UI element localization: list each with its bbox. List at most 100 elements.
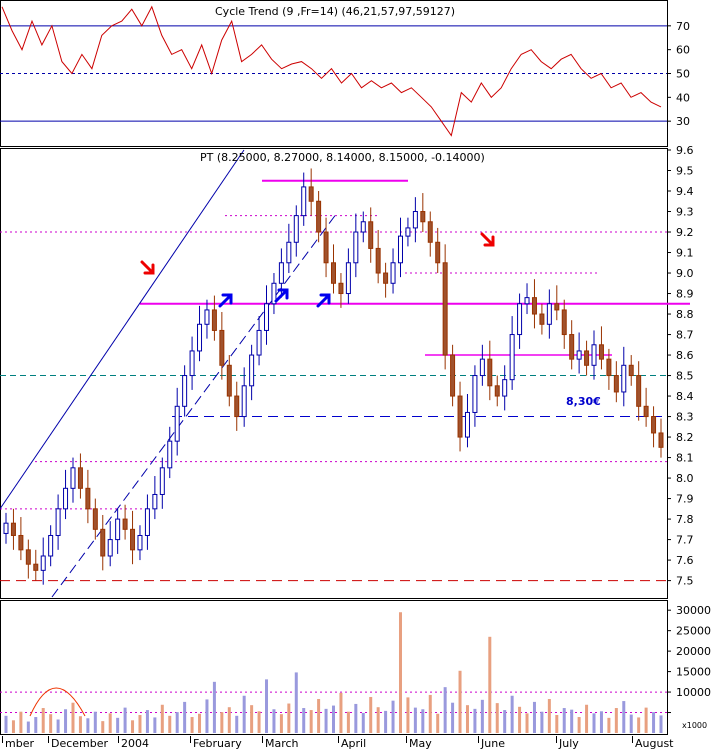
volume-bar	[339, 692, 343, 733]
price-tick-label: 7.6	[676, 554, 694, 567]
price-tick-label: 7.5	[676, 575, 694, 588]
volume-bar	[101, 721, 105, 733]
volume-bar	[153, 717, 157, 733]
candle-body	[301, 186, 307, 217]
candle-body	[159, 467, 165, 495]
volume-bar	[518, 706, 522, 733]
indicator-tick-label: 60	[676, 44, 690, 57]
indicator-panel: 30 40 50 60 70	[0, 5, 690, 137]
price-tick-label: 8.6	[676, 349, 694, 362]
price-tick-label: 8.7	[676, 329, 694, 342]
candle-body	[92, 508, 98, 530]
candle-body	[308, 186, 314, 202]
candle-body	[293, 215, 299, 243]
volume-bar	[242, 695, 246, 733]
candle-body	[531, 297, 537, 315]
candle-body	[598, 344, 604, 360]
candle-body	[18, 534, 24, 551]
price-tick-label: 8.1	[676, 452, 694, 465]
x-tick-label: 2004	[121, 737, 149, 750]
arrow-blue-2	[218, 293, 233, 308]
candle-body	[353, 231, 359, 264]
price-tick-label: 8.9	[676, 288, 694, 301]
candle-body	[167, 440, 173, 469]
volume-bar	[562, 708, 566, 733]
candle-body	[405, 227, 411, 237]
volume-bar	[317, 699, 321, 733]
candle-body	[3, 522, 9, 534]
volume-bar	[384, 710, 388, 733]
volume-bar	[451, 702, 455, 733]
price-title: PT (8.25000, 8.27000, 8.14000, 8.15000, …	[200, 151, 485, 164]
volume-arc	[29, 687, 86, 717]
candle-body	[375, 247, 381, 274]
volume-bar	[287, 703, 291, 733]
volume-bar	[540, 711, 544, 733]
candle-body	[524, 297, 530, 305]
volume-bar	[123, 707, 127, 733]
price-tick-label: 7.9	[676, 493, 694, 506]
arrow-red-1	[480, 232, 495, 247]
candle-body	[85, 487, 91, 510]
candle-body	[264, 303, 270, 331]
candle-body	[204, 309, 210, 325]
volume-bar	[116, 717, 120, 733]
volume-bar	[495, 703, 499, 733]
volume-bar	[64, 709, 68, 733]
candle-body	[331, 262, 336, 284]
volume-bar	[41, 708, 45, 733]
candle-body	[464, 411, 470, 438]
candle-body	[144, 508, 150, 536]
candle-body	[226, 364, 232, 397]
price-panel: 7.5 7.6 7.7 7.8 7.9 8.0 8.1 8.2 8.3 8.4 8.5 8.6 8.7 8…	[0, 144, 694, 598]
volume-bar	[652, 712, 656, 733]
candle-body	[628, 364, 634, 377]
x-tick-label: August	[635, 737, 674, 750]
volume-bar	[131, 720, 135, 733]
volume-bar	[93, 711, 97, 733]
volume-bar	[294, 672, 298, 733]
price-annotation-label: 8,30€	[566, 395, 601, 408]
volume-bar	[525, 713, 529, 733]
price-tick-label: 9.1	[676, 247, 694, 260]
volume-bar	[272, 709, 276, 733]
volume-bar	[145, 710, 149, 733]
volume-panel-frame	[0, 600, 668, 735]
candle-body	[494, 385, 500, 397]
candle-body	[323, 231, 329, 264]
candle-body	[174, 405, 180, 442]
candle-body	[197, 323, 203, 352]
trend-channel-lower	[51, 215, 336, 598]
candle-body	[569, 334, 575, 360]
indicator-tick-label: 50	[676, 68, 690, 81]
volume-bar	[26, 721, 30, 733]
candle-body	[249, 354, 255, 387]
volume-bar	[406, 697, 410, 733]
candle-body	[397, 235, 403, 264]
candle-body	[591, 344, 597, 366]
indicator-title: Cycle Trend (9 ,Fr=14) (46,21,57,97,5912…	[215, 5, 455, 18]
volume-bar	[279, 714, 283, 733]
volume-bar	[614, 708, 618, 733]
candle-body	[487, 358, 493, 387]
candle-body	[286, 241, 292, 264]
candle-body	[576, 350, 582, 360]
volume-bar	[4, 715, 8, 733]
volume-bar	[175, 712, 179, 733]
candle-body	[427, 221, 433, 243]
volume-bar	[547, 699, 551, 733]
volume-bar	[599, 711, 603, 733]
volume-bar	[354, 703, 358, 733]
volume-bar	[510, 695, 514, 733]
candle-body	[107, 539, 113, 557]
candle-body	[472, 375, 478, 413]
volume-bar	[622, 701, 626, 733]
candle-body	[278, 262, 284, 284]
volume-bar	[555, 714, 559, 733]
volume-bar	[428, 694, 432, 733]
x-tick-label: February	[193, 737, 242, 750]
volume-bar	[227, 707, 231, 733]
volume-tick-label: 15000	[676, 666, 711, 679]
candle-body	[561, 309, 567, 336]
